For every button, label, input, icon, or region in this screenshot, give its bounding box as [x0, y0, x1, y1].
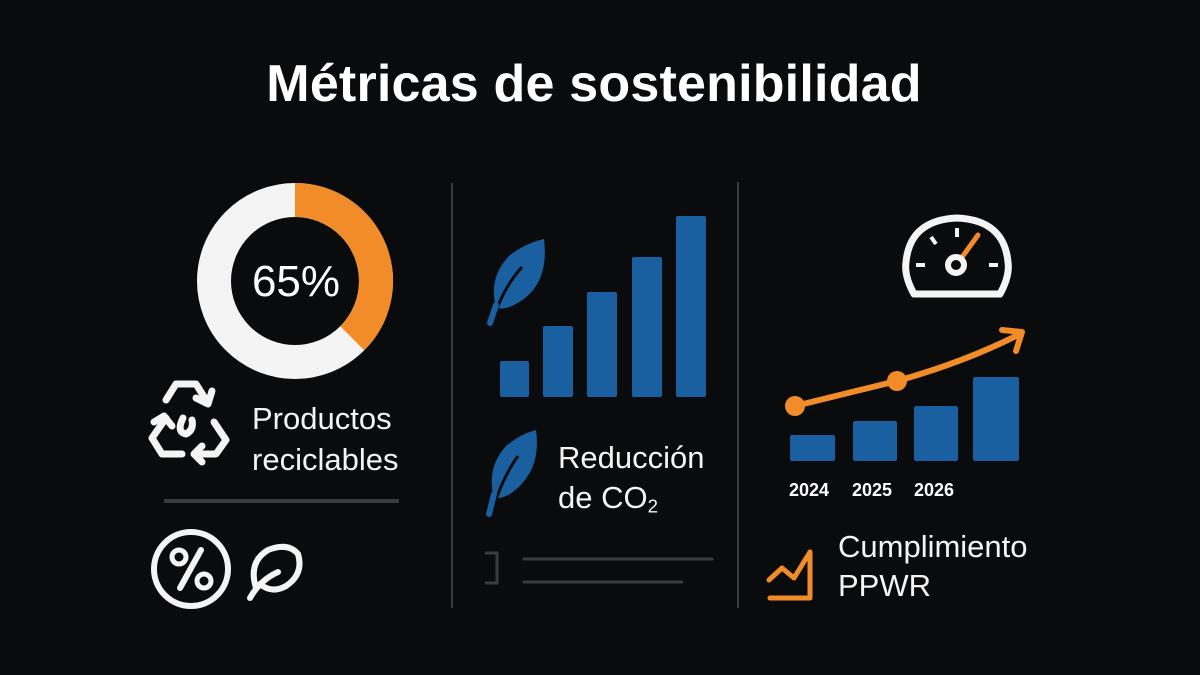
co2-bar-chart [500, 216, 706, 397]
percent-circle-icon [151, 529, 231, 609]
panel-separator [164, 499, 399, 503]
speedometer-icon [902, 214, 1012, 298]
recyclable-donut-chart [197, 183, 394, 379]
trend-line-icon [766, 549, 813, 601]
year-label-2025: 2025 [852, 480, 893, 500]
co2-label-line1: Reducción [558, 440, 705, 475]
co2-label-text: de CO [558, 480, 648, 515]
year-label-2024: 2024 [789, 480, 830, 500]
leaf-icon [486, 430, 537, 517]
leaf-outline-icon [247, 543, 303, 601]
co2-label-line2: de CO2 [558, 478, 658, 527]
ppwr-bar-line-chart [785, 327, 1025, 461]
leaf-icon [487, 239, 545, 326]
year-label-2026: 2026 [914, 480, 955, 500]
recyclable-label-line1: Productos [252, 401, 392, 436]
document-lines-icon [485, 551, 714, 585]
recyclable-label-line2: reciclables [252, 442, 399, 477]
ppwr-label-line1: Cumplimiento [838, 529, 1028, 564]
column-divider-left [451, 183, 453, 608]
page-title: Métricas de sostenibilidad [266, 55, 922, 113]
ppwr-label-line2: PPWR [838, 568, 931, 603]
recycle-icon [148, 380, 230, 466]
co2-subscript: 2 [647, 495, 658, 517]
recyclable-percent-value: 65% [251, 257, 341, 306]
column-divider-right [737, 182, 739, 608]
